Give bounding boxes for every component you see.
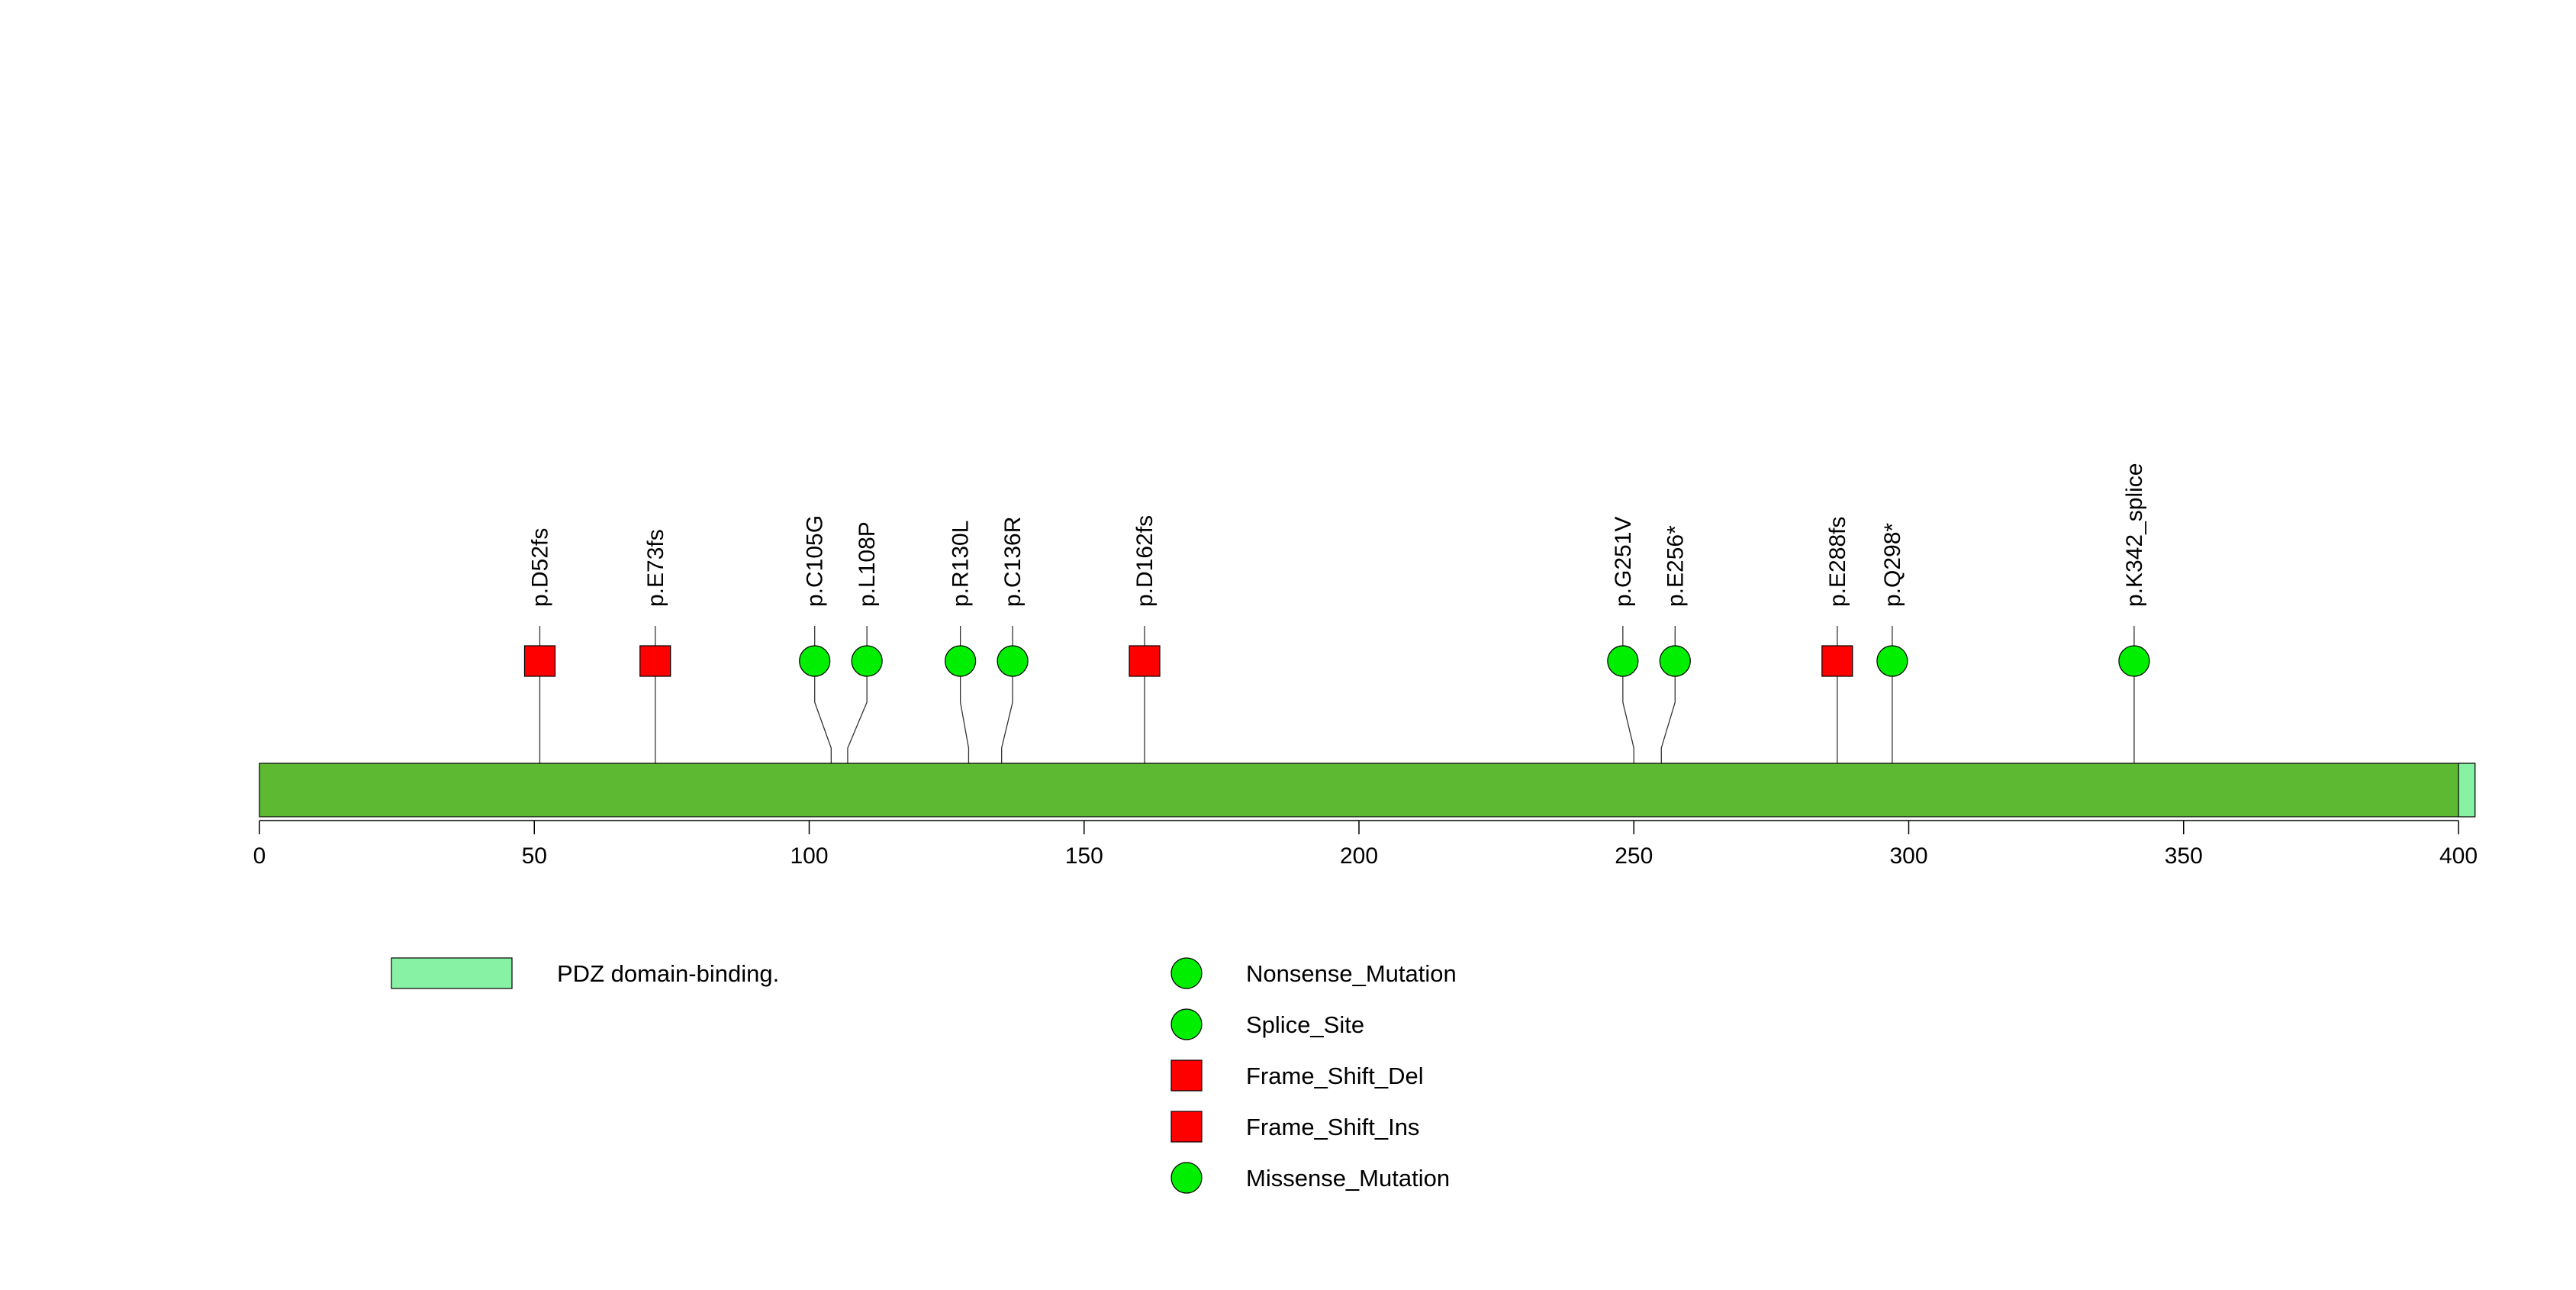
legend-label-missense-mutation: Missense_Mutation bbox=[1246, 1165, 1450, 1192]
mutation-label-p-e256: p.E256* bbox=[1663, 525, 1688, 607]
x-tick-label-250: 250 bbox=[1615, 843, 1653, 869]
legend: PDZ domain-binding. Nonsense_Mutation Spli… bbox=[391, 957, 1457, 1194]
legend-swatch-nonsense-mutation bbox=[1170, 957, 1203, 989]
mutation-markers bbox=[523, 645, 2150, 677]
domain-pdz-domain-binding bbox=[2458, 763, 2476, 818]
mutation-marker-p-r130l bbox=[945, 645, 977, 677]
mutation-label-p-l108p: p.L108P bbox=[855, 521, 880, 607]
mutation-label-p-r130l: p.R130L bbox=[948, 521, 974, 607]
legend-swatch-frame-shift-del bbox=[1170, 1059, 1203, 1092]
mutation-label-p-c136r: p.C136R bbox=[1000, 517, 1026, 607]
mutation-marker-p-k342-splice bbox=[2118, 645, 2150, 677]
mutation-labels: p.D52fs p.E73fs p.C105G p.L108P p.R130L p.C13… bbox=[527, 463, 2146, 607]
mutation-marker-p-g251v bbox=[1607, 645, 1639, 677]
mutation-marker-p-e73fs bbox=[639, 645, 671, 677]
mutation-marker-p-l108p bbox=[851, 645, 883, 677]
legend-swatch-splice-site bbox=[1170, 1008, 1203, 1040]
mutation-label-p-g251v: p.G251V bbox=[1611, 517, 1636, 607]
legend-label-nonsense-mutation: Nonsense_Mutation bbox=[1246, 960, 1457, 987]
mutation-marker-p-q298 bbox=[1876, 645, 1908, 677]
x-axis: 0 50 100 150 200 250 300 350 400 bbox=[253, 820, 2478, 869]
mutation-marker-p-d162fs bbox=[1129, 645, 1161, 677]
legend-swatch-missense-mutation bbox=[1170, 1162, 1203, 1194]
legend-domain-label-pdz-domain-binding: PDZ domain-binding. bbox=[557, 960, 779, 987]
mutation-label-p-e73fs: p.E73fs bbox=[643, 529, 668, 607]
x-tick-label-0: 0 bbox=[253, 843, 266, 869]
mutation-label-p-k342-splice: p.K342_splice bbox=[2122, 463, 2147, 607]
mutation-marker-p-e288fs bbox=[1821, 645, 1853, 677]
x-tick-label-400: 400 bbox=[2439, 843, 2478, 869]
x-tick-label-100: 100 bbox=[790, 843, 828, 869]
mutation-label-p-e288fs: p.E288fs bbox=[1825, 517, 1850, 607]
protein-backbone bbox=[259, 763, 2476, 818]
x-tick-label-50: 50 bbox=[522, 843, 547, 869]
legend-label-frame-shift-ins: Frame_Shift_Ins bbox=[1246, 1114, 1419, 1140]
mutation-marker-p-d52fs bbox=[523, 645, 556, 677]
mutation-label-p-q298: p.Q298* bbox=[1880, 523, 1905, 607]
x-tick-label-300: 300 bbox=[1889, 843, 1927, 869]
legend-label-frame-shift-del: Frame_Shift_Del bbox=[1246, 1063, 1424, 1089]
x-tick-label-150: 150 bbox=[1065, 843, 1103, 869]
mutation-label-p-d162fs: p.D162fs bbox=[1132, 515, 1158, 607]
legend-domain-swatch-pdz-domain-binding bbox=[391, 957, 513, 989]
x-tick-label-200: 200 bbox=[1340, 843, 1378, 869]
protein-backbone-group bbox=[259, 763, 2476, 818]
legend-swatch-frame-shift-ins bbox=[1170, 1111, 1203, 1143]
mutation-label-p-c105g: p.C105G bbox=[803, 515, 828, 607]
mutation-label-p-d52fs: p.D52fs bbox=[527, 528, 552, 607]
mutation-marker-p-e256 bbox=[1659, 645, 1691, 677]
mutation-marker-p-c136r bbox=[997, 645, 1029, 677]
legend-label-splice-site: Splice_Site bbox=[1246, 1011, 1364, 1038]
mutation-marker-p-c105g bbox=[799, 645, 831, 677]
x-tick-label-350: 350 bbox=[2165, 843, 2203, 869]
